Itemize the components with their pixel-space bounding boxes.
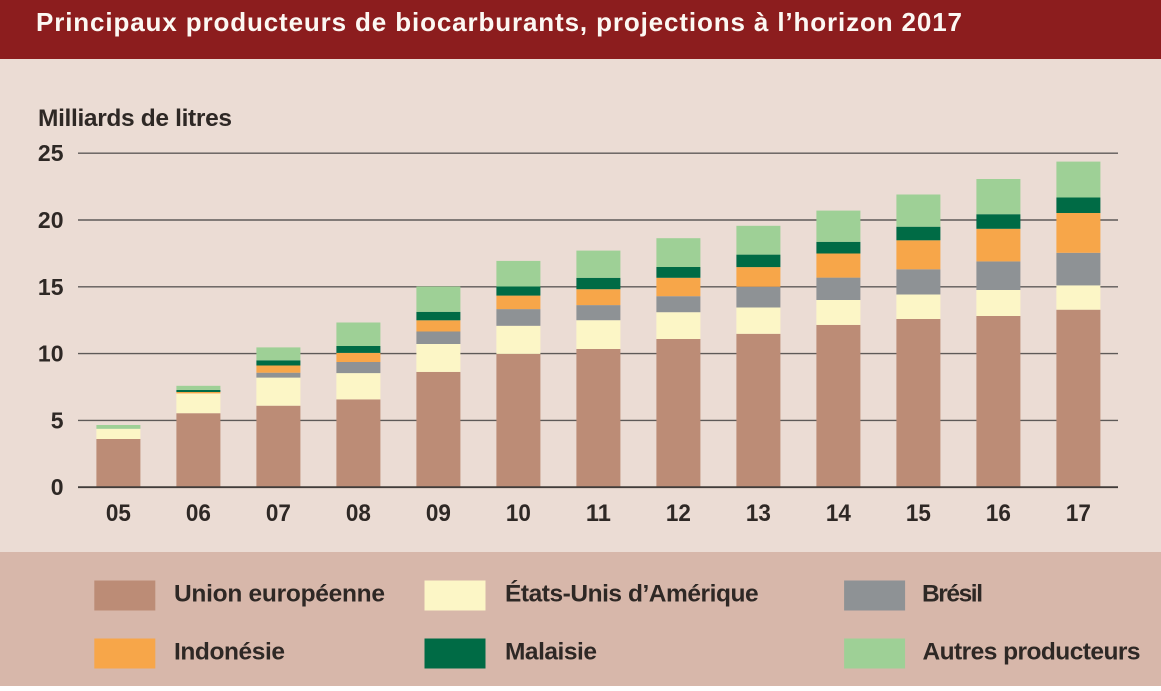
svg-text:25: 25: [38, 140, 64, 166]
svg-text:12: 12: [666, 500, 691, 527]
svg-text:17: 17: [1066, 500, 1091, 527]
svg-text:Indonésie: Indonésie: [174, 639, 285, 666]
svg-text:15: 15: [38, 274, 64, 300]
svg-text:14: 14: [826, 500, 851, 527]
svg-text:16: 16: [986, 500, 1011, 527]
svg-text:13: 13: [746, 500, 771, 527]
svg-text:05: 05: [106, 500, 131, 527]
svg-text:15: 15: [906, 500, 931, 527]
svg-text:07: 07: [266, 500, 291, 527]
svg-text:10: 10: [38, 341, 64, 367]
svg-text:20: 20: [38, 207, 64, 233]
svg-text:Brésil: Brésil: [922, 581, 983, 608]
svg-text:Milliards de litres: Milliards de litres: [38, 105, 232, 132]
svg-text:5: 5: [51, 407, 64, 433]
svg-text:11: 11: [586, 500, 611, 527]
svg-text:Union européenne: Union européenne: [174, 581, 385, 608]
svg-text:09: 09: [426, 500, 451, 527]
svg-text:0: 0: [51, 474, 64, 500]
svg-text:États-Unis d’Amérique: États-Unis d’Amérique: [505, 580, 759, 608]
svg-text:06: 06: [186, 500, 211, 527]
svg-text:Principaux producteurs de bioc: Principaux producteurs de biocarburants,…: [36, 7, 962, 37]
svg-text:Autres producteurs: Autres producteurs: [923, 639, 1141, 666]
svg-text:08: 08: [346, 500, 371, 527]
svg-text:10: 10: [506, 500, 531, 527]
svg-text:Malaisie: Malaisie: [505, 639, 597, 666]
